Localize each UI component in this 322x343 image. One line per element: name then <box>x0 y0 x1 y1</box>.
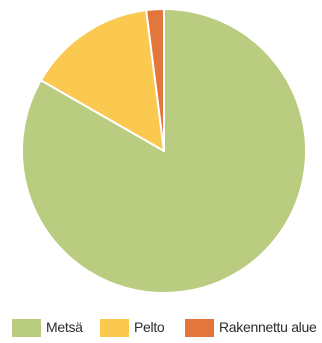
pie-slice-rakennettu-alue <box>145 8 165 152</box>
legend-label-pelto: Pelto <box>134 319 165 335</box>
pie-chart <box>21 8 307 294</box>
legend-swatch-rakennettu-alue <box>185 319 214 337</box>
legend: Metsä Pelto Rakennettu alue <box>0 316 322 340</box>
legend-swatch-pelto <box>100 319 129 337</box>
legend-swatch-metsa <box>12 319 41 337</box>
legend-label-rakennettu-alue: Rakennettu alue <box>219 319 317 335</box>
legend-label-metsa: Metsä <box>46 319 83 335</box>
pie-slice-pelto <box>39 9 165 152</box>
